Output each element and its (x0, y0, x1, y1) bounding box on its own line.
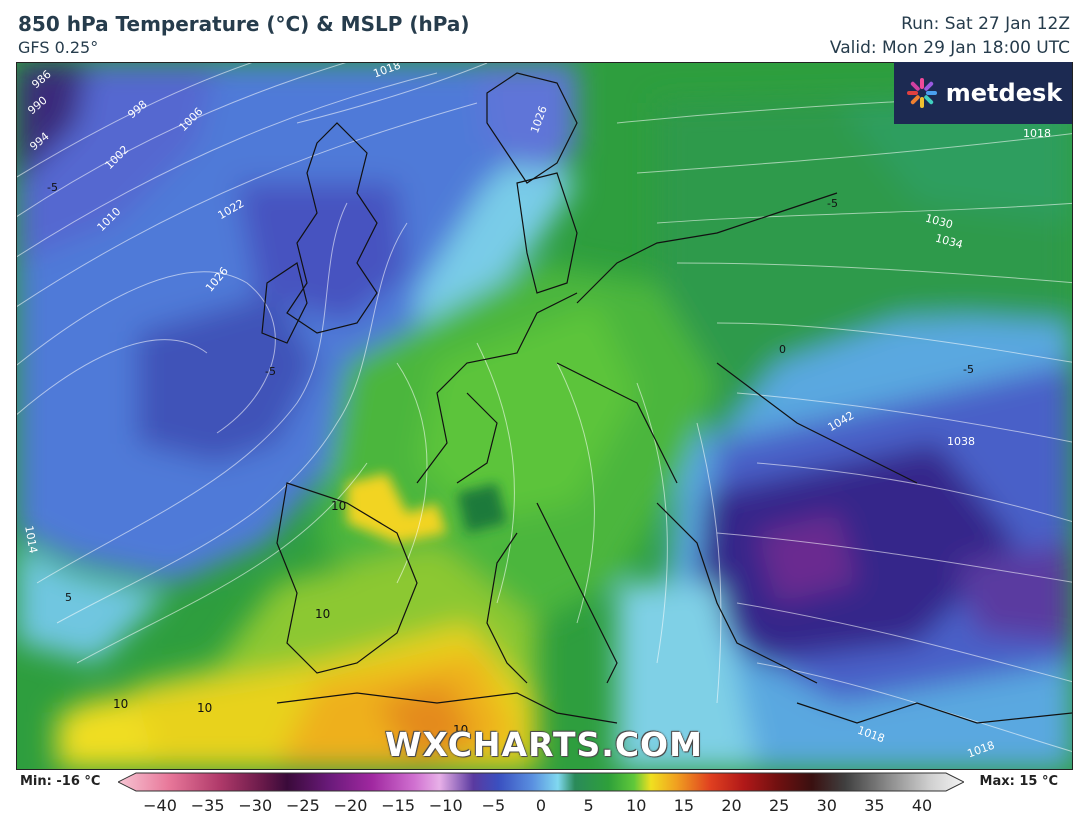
model-subtitle: GFS 0.25° (18, 38, 99, 57)
colorbar-tick: −5 (481, 796, 506, 815)
temp-label: 0 (779, 343, 786, 356)
colorbar-tick: −25 (285, 796, 320, 815)
colorbar-ticks: −40 −35 −30 −25 −20 −15 −10 −5 0 5 10 15 20 25 30 35 40 (0, 796, 1088, 820)
colorbar-tick: 25 (768, 796, 790, 815)
temp-label: -5 (47, 181, 58, 194)
temp-label: 10 (331, 499, 347, 513)
isobar-label: 1018 (1023, 127, 1051, 140)
isobar-label: 1038 (947, 435, 975, 448)
temp-label: -5 (265, 365, 276, 378)
temp-label: 5 (65, 591, 72, 604)
weather-map[interactable]: 986 990 994 998 1002 1006 1010 1014 1018… (16, 62, 1073, 770)
metdesk-star-icon (906, 78, 937, 108)
temp-label: 10 (453, 723, 469, 737)
temperature-colorbar (118, 772, 964, 792)
temp-label: -5 (963, 363, 974, 376)
chart-title: 850 hPa Temperature (°C) & MSLP (hPa) (18, 12, 470, 36)
colorbar-tick: −20 (333, 796, 368, 815)
temp-label: 10 (315, 607, 331, 621)
watermark: WXCHARTS.COM (385, 725, 703, 764)
temp-label: -5 (827, 197, 838, 210)
colorbar-tick: −10 (428, 796, 463, 815)
legend-min-label: Min: -16 °C (20, 774, 101, 789)
temp-label: 10 (113, 697, 129, 711)
legend-max-label: Max: 15 °C (979, 774, 1058, 789)
colorbar-tick: −40 (143, 796, 177, 815)
logo-text: metdesk (945, 79, 1063, 107)
colorbar-tick: −15 (381, 796, 416, 815)
colorbar-tick: −30 (238, 796, 273, 815)
run-time: Run: Sat 27 Jan 12Z (901, 14, 1070, 34)
temp-label: 10 (197, 701, 213, 715)
colorbar-tick: 40 (911, 796, 933, 815)
temperature-field (17, 63, 1072, 769)
valid-time: Valid: Mon 29 Jan 18:00 UTC (829, 38, 1070, 58)
colorbar-tick: 35 (864, 796, 885, 815)
colorbar-tick: 15 (673, 796, 695, 815)
colorbar-tick: 5 (583, 796, 594, 815)
colorbar-tick: −35 (190, 796, 225, 815)
colorbar-tick: 0 (535, 796, 547, 815)
colorbar-tick: 20 (721, 796, 742, 815)
coastlines (261, 72, 1072, 724)
colorbar-tick: 10 (626, 796, 647, 815)
colorbar-tick: 30 (816, 796, 837, 815)
metdesk-logo: metdesk (894, 62, 1072, 124)
